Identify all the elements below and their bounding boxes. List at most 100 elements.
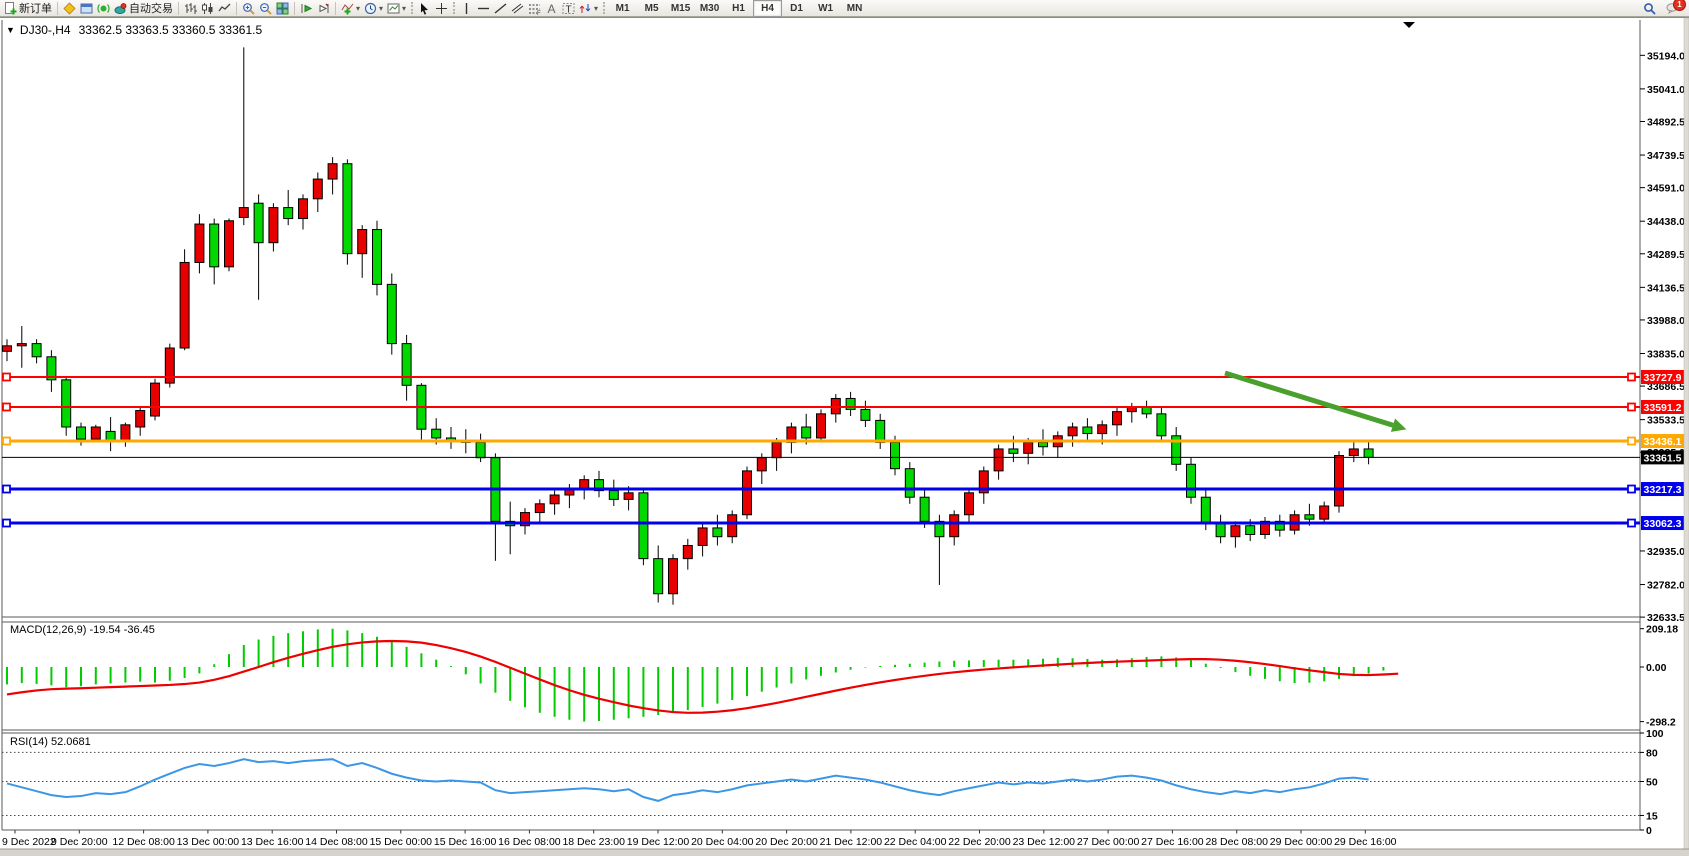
metaeditor-button[interactable] xyxy=(61,1,78,16)
rsi-axis: 100 80 50 15 0 xyxy=(2,728,1664,837)
svg-text:33062.3: 33062.3 xyxy=(1644,518,1682,530)
tile-windows-button[interactable] xyxy=(274,1,291,16)
arrows-button[interactable]: ▾ xyxy=(577,1,600,16)
channel-button[interactable] xyxy=(509,1,526,16)
cursor-button[interactable] xyxy=(416,1,433,16)
chart-title: ▼ DJ30-,H4 33362.5 33363.5 33360.5 33361.5 xyxy=(6,23,262,37)
svg-text:33988.0: 33988.0 xyxy=(1647,315,1685,327)
svg-text:14 Dec 08:00: 14 Dec 08:00 xyxy=(305,836,368,848)
svg-text:15: 15 xyxy=(1646,810,1658,822)
candlestick-chart-icon xyxy=(201,2,214,15)
svg-text:50: 50 xyxy=(1646,777,1658,789)
chart-shift-button[interactable] xyxy=(315,1,332,16)
autotrading-icon xyxy=(114,2,127,15)
trend-arrow[interactable] xyxy=(1224,370,1407,432)
chart-shift-marker-icon[interactable] xyxy=(1403,22,1415,28)
dropdown-arrow-icon: ▾ xyxy=(402,3,407,13)
collapse-triangle-icon[interactable]: ▼ xyxy=(6,25,15,35)
arrows-icon xyxy=(579,2,592,15)
auto-scroll-button[interactable] xyxy=(298,1,315,16)
text-label-button[interactable]: T xyxy=(560,1,577,16)
svg-text:19 Dec 12:00: 19 Dec 12:00 xyxy=(627,836,690,848)
macd-indicator-label: MACD(12,26,9) -19.54 -36.45 xyxy=(10,624,155,636)
search-button[interactable] xyxy=(1641,1,1658,16)
channel-icon xyxy=(511,2,524,15)
svg-text:35041.0: 35041.0 xyxy=(1647,84,1685,96)
macd-signal-line xyxy=(6,639,1399,714)
auto-scroll-icon xyxy=(300,2,313,15)
market-watch-button[interactable] xyxy=(78,1,95,16)
horizontal-level-lines[interactable] xyxy=(2,372,1640,528)
new-order-icon xyxy=(4,1,17,15)
window-bottom-edge xyxy=(0,849,1689,856)
signals-icon xyxy=(97,2,110,15)
crosshair-button[interactable] xyxy=(433,1,450,16)
symbol-timeframe: DJ30-,H4 xyxy=(19,23,71,37)
timeframe-button-m30[interactable]: M30 xyxy=(699,2,720,14)
toolbar-separator xyxy=(603,2,606,14)
toolbar-separator xyxy=(453,2,456,14)
timeframe-button-h1[interactable]: H1 xyxy=(732,2,745,14)
ohlc-quote: 33362.5 33363.5 33360.5 33361.5 xyxy=(78,23,263,37)
zoom-in-button[interactable] xyxy=(240,1,257,16)
timeframe-button-d1[interactable]: D1 xyxy=(790,2,803,14)
svg-text:21 Dec 12:00: 21 Dec 12:00 xyxy=(820,836,883,848)
svg-text:34438.0: 34438.0 xyxy=(1647,216,1685,228)
svg-text:22 Dec 20:00: 22 Dec 20:00 xyxy=(948,836,1011,848)
vertical-scrollbar[interactable] xyxy=(1683,17,1689,850)
template-icon xyxy=(387,2,400,15)
new-order-button[interactable]: 新订单 xyxy=(2,1,54,16)
trendline-icon xyxy=(494,2,507,15)
svg-text:13 Dec 16:00: 13 Dec 16:00 xyxy=(241,836,304,848)
svg-text:12 Dec 08:00: 12 Dec 08:00 xyxy=(112,836,175,848)
svg-text:100: 100 xyxy=(1646,728,1664,740)
indicators-button[interactable]: ▾ xyxy=(339,1,362,16)
cursor-icon xyxy=(418,2,431,15)
zoom-in-icon xyxy=(242,2,255,15)
trendline-button[interactable] xyxy=(492,1,509,16)
timeframe-button-m1[interactable]: M1 xyxy=(615,2,630,14)
svg-text:29 Dec 16:00: 29 Dec 16:00 xyxy=(1334,836,1397,848)
timeframe-button-h4[interactable]: H4 xyxy=(753,0,783,17)
svg-text:15 Dec 00:00: 15 Dec 00:00 xyxy=(370,836,433,848)
toolbar-right: 1 xyxy=(1641,0,1687,16)
svg-text:209.18: 209.18 xyxy=(1646,624,1678,636)
text-button[interactable]: A xyxy=(543,1,560,16)
svg-text:33533.5: 33533.5 xyxy=(1647,415,1685,427)
line-chart-icon xyxy=(218,2,231,15)
svg-text:34289.5: 34289.5 xyxy=(1647,249,1685,261)
svg-text:16 Dec 08:00: 16 Dec 08:00 xyxy=(498,836,561,848)
chat-button[interactable]: 1 xyxy=(1664,0,1686,16)
toolbar-separator xyxy=(294,1,295,15)
timeframe-button-w1[interactable]: W1 xyxy=(818,2,834,14)
bid-badge xyxy=(1641,450,1684,465)
horizontal-line-button[interactable] xyxy=(475,1,492,16)
templates-button[interactable]: ▾ xyxy=(385,1,408,16)
dropdown-arrow-icon: ▾ xyxy=(379,3,384,13)
signals-button[interactable] xyxy=(95,1,112,16)
chart-shift-icon xyxy=(317,2,330,15)
candlestick-chart-button[interactable] xyxy=(199,1,216,16)
svg-text:-298.2: -298.2 xyxy=(1646,717,1676,729)
bar-chart-button[interactable] xyxy=(182,1,199,16)
zoom-out-button[interactable] xyxy=(257,1,274,16)
autotrading-button[interactable]: 自动交易 xyxy=(112,1,175,16)
horizontal-line-icon xyxy=(477,2,490,15)
timeframe-button-mn[interactable]: MN xyxy=(846,2,863,14)
periods-button[interactable]: ▾ xyxy=(362,1,385,16)
vertical-line-icon xyxy=(460,2,473,15)
new-order-button-label: 新订单 xyxy=(19,3,52,15)
line-chart-button[interactable] xyxy=(216,1,233,16)
pane-borders xyxy=(1,20,1641,831)
fibonacci-button[interactable]: F xyxy=(526,1,543,16)
svg-text:18 Dec 23:00: 18 Dec 23:00 xyxy=(562,836,625,848)
toolbar-separator xyxy=(411,2,414,14)
svg-text:9 Dec 20:00: 9 Dec 20:00 xyxy=(51,836,108,848)
timeframe-button-m5[interactable]: M5 xyxy=(644,2,659,14)
timeframe-button-m15[interactable]: M15 xyxy=(670,2,691,14)
svg-text:32633.5: 32633.5 xyxy=(1647,612,1685,624)
vertical-line-button[interactable] xyxy=(458,1,475,16)
